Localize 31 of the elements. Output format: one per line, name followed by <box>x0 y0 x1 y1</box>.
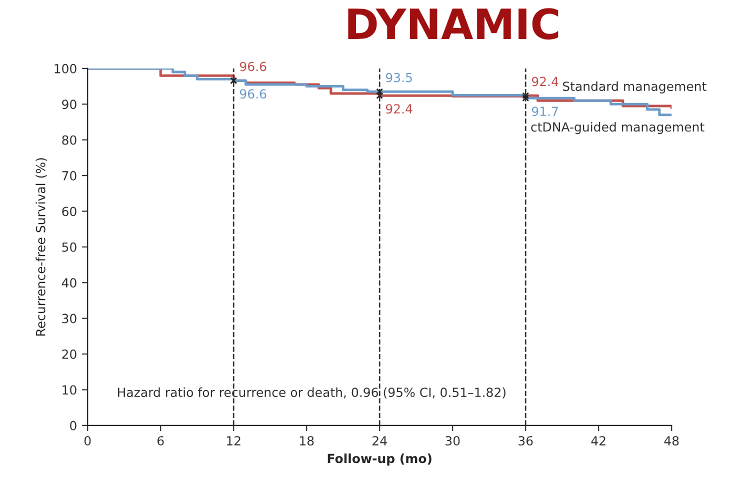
annotation: 92.4 <box>532 76 558 86</box>
x-tick-label: 42 <box>591 436 606 446</box>
x-axis-title: Follow-up (mo) <box>328 454 432 466</box>
y-tick-label: 60 <box>62 206 76 216</box>
x-tick-label: 12 <box>227 436 240 446</box>
y-axis-title: Recurrence-free Survival (%) <box>36 158 47 336</box>
annotation: 96.6 <box>240 89 266 99</box>
x-tick-label: 30 <box>446 436 460 446</box>
x-tick-label: 36 <box>518 436 533 446</box>
x-tick-label: 6 <box>157 436 164 446</box>
chart-title: DYNAMIC <box>348 8 558 40</box>
y-tick-label: 40 <box>62 278 76 288</box>
y-tick-label: 100 <box>54 64 76 74</box>
y-tick-label: 90 <box>62 100 76 110</box>
x-tick-label: 18 <box>300 436 314 446</box>
series-label: Standard management <box>562 81 706 94</box>
x-tick-label: 48 <box>664 436 679 446</box>
annotation: 96.6 <box>240 62 266 72</box>
annotation: 91.7 <box>532 106 558 116</box>
annotation: 92.4 <box>386 104 412 114</box>
annotation: 93.5 <box>386 72 412 82</box>
series-label: ctDNA-guided management <box>531 122 704 134</box>
y-tick-label: 70 <box>62 171 76 180</box>
y-tick-label: 10 <box>62 385 76 395</box>
y-tick-label: 20 <box>62 350 76 359</box>
y-tick-label: 30 <box>62 314 76 324</box>
y-tick-label: 80 <box>62 135 76 145</box>
y-tick-label: 0 <box>70 420 76 430</box>
x-tick-label: 24 <box>372 436 387 446</box>
x-tick-label: 0 <box>84 436 91 446</box>
y-tick-label: 50 <box>62 242 76 252</box>
